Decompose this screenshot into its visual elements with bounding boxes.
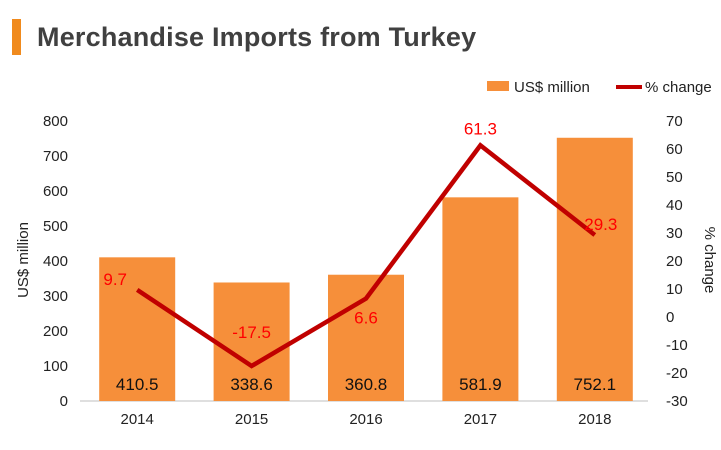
- chart-title: Merchandise Imports from Turkey: [37, 21, 477, 52]
- y2-axis-ticks: -30 -20 -10 0 10 20 30 40 50 60 70: [666, 113, 688, 410]
- y-axis-ticks: 0 100 200 300 400 500 600 700 800: [43, 113, 68, 410]
- title-accent-bar: [12, 19, 21, 55]
- y2-tick-label: 70: [666, 113, 683, 130]
- chart-header: Merchandise Imports from Turkey: [12, 18, 476, 56]
- y2-axis-title: % change: [701, 227, 718, 294]
- legend-label-bars: US$ million: [514, 79, 590, 96]
- y2-tick-label: 30: [666, 225, 683, 242]
- x-tick-label: 2018: [578, 411, 611, 428]
- bar-value-label: 752.1: [574, 375, 617, 394]
- bar-2015: [213, 282, 290, 401]
- y-tick-label: 500: [43, 218, 68, 235]
- pct-change-line: [135, 142, 597, 369]
- x-tick-label: 2017: [464, 411, 497, 428]
- bar-value-labels: 410.5 338.6 360.8 581.9 752.1: [116, 375, 616, 394]
- y-axis-title: US$ million: [15, 222, 32, 298]
- x-tick-label: 2015: [235, 411, 268, 428]
- bar-value-label: 581.9: [459, 375, 502, 394]
- y2-tick-label: 0: [666, 309, 674, 326]
- line-value-label: -17.5: [232, 323, 271, 342]
- y-tick-label: 400: [43, 253, 68, 270]
- bar-value-label: 338.6: [230, 375, 273, 394]
- bar-value-label: 410.5: [116, 375, 159, 394]
- x-axis-ticks: 2014 2015 2016 2017 2018: [121, 411, 612, 428]
- line-value-label: 6.6: [354, 309, 378, 328]
- y2-tick-label: 50: [666, 169, 683, 186]
- bar-series: [99, 137, 633, 401]
- line-value-label: 9.7: [103, 270, 127, 289]
- y2-tick-label: -30: [666, 393, 688, 410]
- y-tick-label: 300: [43, 288, 68, 305]
- line-value-labels: 9.7 -17.5 6.6 61.3 29.3: [103, 119, 617, 342]
- legend: US$ million % change: [487, 79, 712, 96]
- y2-tick-label: 60: [666, 141, 683, 158]
- legend-label-line: % change: [645, 79, 712, 96]
- y-tick-label: 800: [43, 113, 68, 130]
- y2-tick-label: -10: [666, 337, 688, 354]
- y-tick-label: 600: [43, 183, 68, 200]
- y2-tick-label: 20: [666, 253, 683, 270]
- y-tick-label: 0: [60, 393, 68, 410]
- bar-2014: [99, 257, 176, 401]
- bar-value-label: 360.8: [345, 375, 388, 394]
- bar-2018: [556, 137, 633, 401]
- line-series: [135, 142, 597, 369]
- bar-2017: [442, 197, 519, 401]
- line-value-label: 29.3: [584, 215, 617, 234]
- y2-tick-label: 10: [666, 281, 683, 298]
- y-tick-label: 100: [43, 358, 68, 375]
- y2-tick-label: -20: [666, 365, 688, 382]
- legend-swatch-bars: [487, 81, 509, 91]
- y-tick-label: 200: [43, 323, 68, 340]
- y-tick-label: 700: [43, 148, 68, 165]
- x-tick-label: 2016: [349, 411, 382, 428]
- line-value-label: 61.3: [464, 119, 497, 138]
- y2-tick-label: 40: [666, 197, 683, 214]
- x-tick-label: 2014: [121, 411, 154, 428]
